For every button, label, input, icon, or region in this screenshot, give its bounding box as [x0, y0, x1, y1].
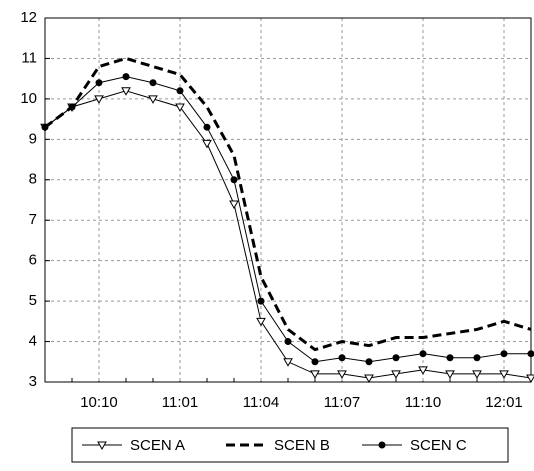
y-tick-label: 5: [29, 292, 37, 309]
y-tick-label: 7: [29, 211, 37, 228]
marker: [203, 140, 211, 147]
x-tick-label: 10:10: [80, 394, 118, 411]
marker: [69, 103, 76, 110]
series-line: [45, 77, 531, 362]
series-line: [45, 91, 531, 378]
legend-label: SCEN C: [410, 437, 467, 454]
marker: [123, 73, 130, 80]
y-tick-label: 10: [20, 90, 37, 107]
y-tick-label: 9: [29, 130, 37, 147]
x-tick-label: 11:04: [243, 394, 279, 411]
marker: [339, 354, 346, 361]
y-tick-label: 3: [29, 373, 37, 390]
legend-marker: [379, 442, 386, 449]
marker: [527, 375, 534, 382]
marker: [528, 350, 534, 357]
marker: [312, 358, 319, 365]
plot-frame: [45, 18, 531, 382]
marker: [204, 124, 211, 131]
series-line: [45, 58, 531, 349]
marker: [420, 350, 427, 357]
marker: [447, 354, 454, 361]
marker: [393, 354, 400, 361]
marker: [258, 298, 265, 305]
marker: [366, 358, 373, 365]
y-tick-label: 12: [20, 9, 37, 26]
marker: [231, 176, 238, 183]
legend-label: SCEN B: [274, 437, 330, 454]
y-tick-label: 6: [29, 252, 37, 269]
x-tick-label: 11:01: [162, 394, 198, 411]
x-tick-label: 12:01: [485, 394, 523, 411]
marker: [96, 79, 103, 86]
y-tick-label: 11: [21, 49, 37, 66]
marker: [230, 201, 238, 208]
marker: [285, 338, 292, 345]
marker: [177, 87, 184, 94]
x-tick-label: 11:07: [324, 394, 360, 411]
y-tick-label: 4: [29, 333, 37, 350]
marker: [150, 79, 157, 86]
marker: [501, 350, 508, 357]
marker: [474, 354, 481, 361]
marker: [284, 359, 292, 366]
marker: [257, 318, 265, 325]
x-tick-label: 11:10: [405, 394, 441, 411]
y-tick-label: 8: [29, 171, 37, 188]
legend-label: SCEN A: [130, 437, 185, 454]
marker: [365, 375, 373, 382]
marker: [42, 124, 49, 131]
